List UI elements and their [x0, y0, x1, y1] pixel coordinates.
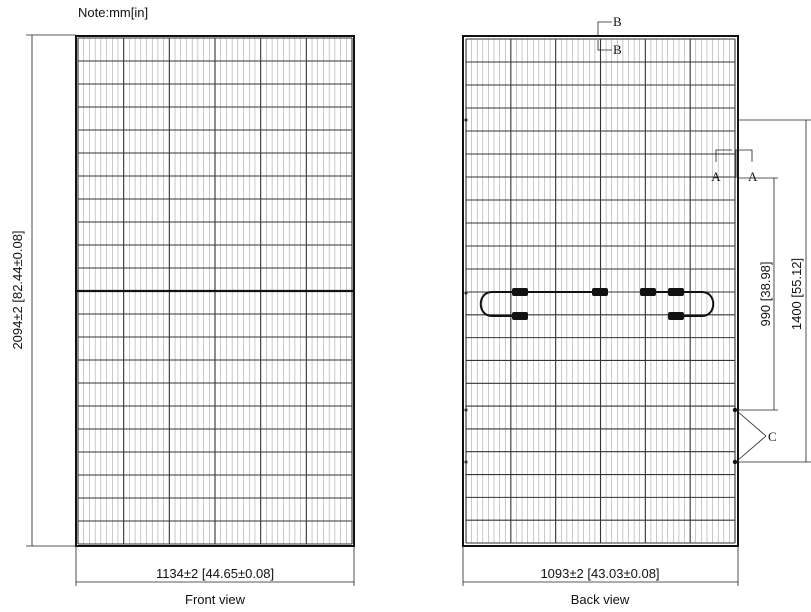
- mount-hole-left-4: [464, 460, 468, 464]
- mount-spacing-dim: 990 [38.98]: [758, 261, 773, 326]
- junction-box-left: [592, 288, 608, 296]
- ground-hole-bottom: [732, 459, 738, 465]
- callout-c-leader-top: [736, 410, 767, 437]
- mount-hole-left-3: [464, 408, 468, 412]
- section-a-marker-right: [735, 149, 753, 178]
- back-view-caption: Back view: [571, 592, 630, 607]
- mount-hole-left-2: [464, 291, 468, 295]
- callout-c-leader-bottom: [736, 435, 767, 462]
- section-b-marker-bottom: [597, 40, 612, 51]
- mount-hole-left-1: [464, 118, 468, 122]
- outer-spacing-dim: 1400 [55.12]: [789, 258, 804, 330]
- front-view: 2094±2 [82.44±0.08] 1134±2 [44.65±0.08] …: [10, 34, 355, 607]
- section-a-label-right: A: [748, 169, 758, 184]
- cable-left-loop: [479, 291, 520, 317]
- units-note: Note:mm[in]: [78, 5, 148, 20]
- connector-right-bottom: [668, 312, 684, 320]
- front-width-dim: 1134±2 [44.65±0.08]: [156, 566, 274, 581]
- connector-left-bottom: [512, 312, 528, 320]
- back-cell-grid: [465, 38, 736, 544]
- back-view: B B A A 990 [38.98] 1400 [55.12: [462, 14, 811, 607]
- junction-box-right: [640, 288, 656, 296]
- section-b-label-bottom: B: [613, 42, 622, 57]
- cable-right-loop: [674, 291, 715, 317]
- callout-c-label: C: [768, 429, 777, 444]
- section-b-label-top: B: [613, 14, 622, 29]
- section-a-label-left: A: [711, 169, 721, 184]
- back-panel-frame: [462, 35, 739, 547]
- connector-left-top: [512, 288, 528, 296]
- front-view-caption: Front view: [185, 592, 246, 607]
- section-a-marker-left: [715, 149, 732, 162]
- front-height-dim: 2094±2 [82.44±0.08]: [10, 230, 25, 349]
- junction-cables: [479, 288, 715, 320]
- back-width-dim: 1093±2 [43.03±0.08]: [540, 566, 659, 581]
- connector-right-top: [668, 288, 684, 296]
- section-b-marker-top: [597, 21, 612, 36]
- ground-hole-top: [732, 407, 738, 413]
